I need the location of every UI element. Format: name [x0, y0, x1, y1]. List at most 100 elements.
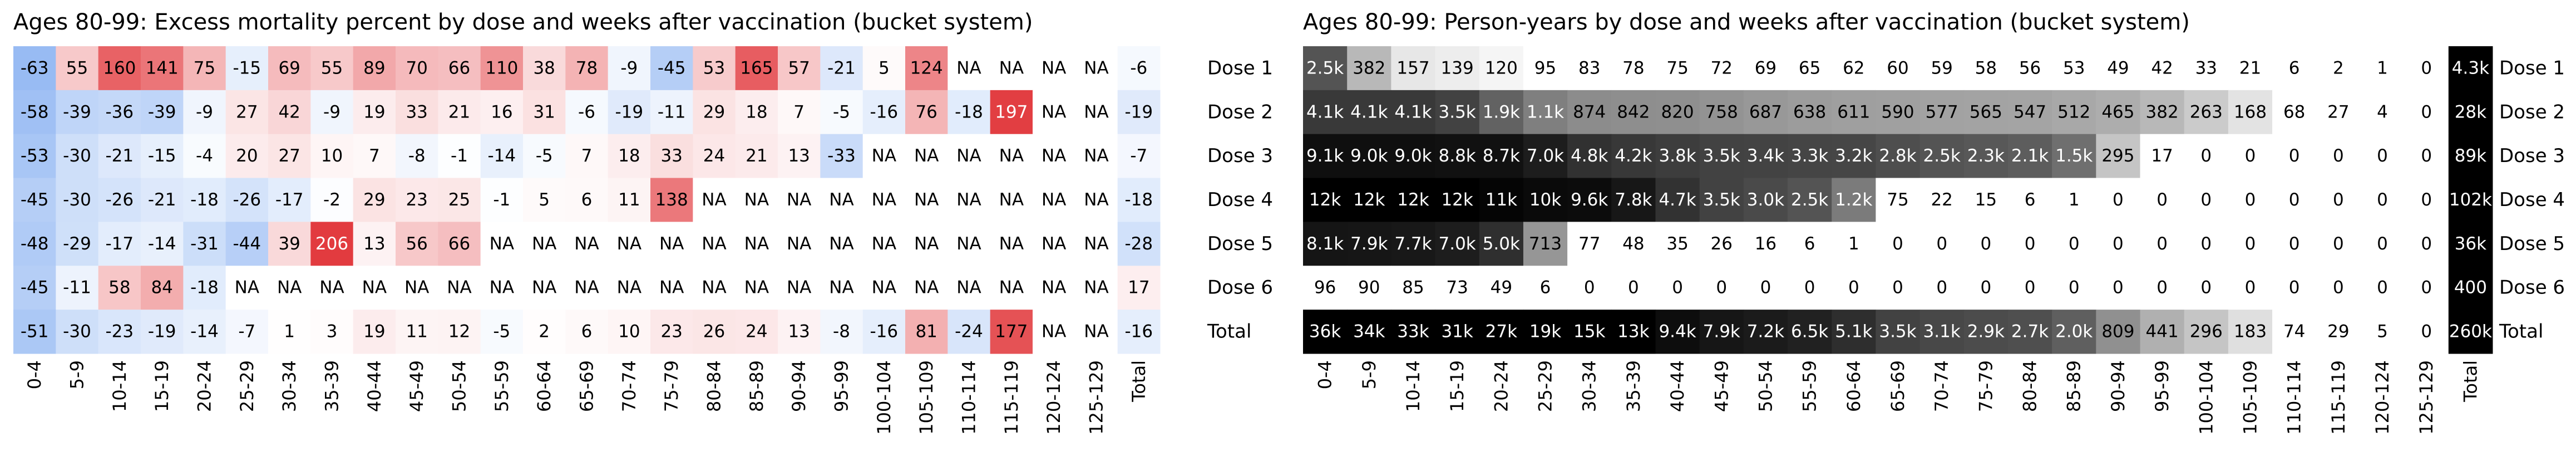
heatmap-cell — [1391, 222, 1436, 266]
heatmap-cell — [608, 134, 651, 179]
cell-label: 4 — [2377, 102, 2388, 122]
cell-label: 29 — [363, 190, 385, 210]
heatmap-cell — [1919, 90, 1965, 135]
cell-label: 21 — [746, 146, 767, 166]
x-tick-label: 0-4 — [24, 360, 45, 389]
cell-label: 7.7k — [1394, 234, 1432, 254]
x-tick-label: 10-14 — [109, 360, 130, 412]
heatmap-cell — [1919, 266, 1965, 310]
cell-label: 11k — [1486, 190, 1517, 210]
heatmap-cell — [1655, 134, 1700, 179]
cell-label: NA — [1042, 234, 1066, 254]
heatmap-cell — [56, 178, 99, 222]
heatmap-cell — [1075, 90, 1118, 135]
cell-label: 6 — [1804, 234, 1815, 254]
heatmap-cell — [905, 178, 948, 222]
heatmap-cell — [990, 266, 1033, 310]
heatmap-cell — [778, 310, 821, 354]
heatmap-cell — [480, 222, 524, 266]
cell-label: 13k — [1617, 322, 1649, 342]
x-tick-label: 95-99 — [831, 360, 852, 412]
heatmap-cell — [735, 222, 778, 266]
cell-label: NA — [787, 234, 811, 254]
cell-label: 2.9k — [1967, 322, 2005, 342]
heatmap-cell — [2272, 178, 2317, 222]
x-tick-label: 60-64 — [1843, 360, 1864, 412]
row-label: Dose 5 — [2499, 233, 2565, 255]
cell-label: NA — [1042, 146, 1066, 166]
row-label: Dose 1 — [2499, 57, 2565, 79]
x-tick-label: 25-29 — [1535, 360, 1556, 412]
cell-label: 56 — [406, 234, 427, 254]
heatmap-cell — [56, 266, 99, 310]
cell-label: -7 — [238, 322, 255, 342]
cell-label: 7.2k — [1747, 322, 1784, 342]
cell-label: 0 — [2377, 146, 2388, 166]
x-tick-label: 105-109 — [916, 360, 937, 435]
heatmap-cell — [353, 222, 396, 266]
heatmap-cell — [990, 222, 1033, 266]
heatmap-cell — [2448, 46, 2493, 91]
cell-label: -11 — [63, 278, 91, 298]
heatmap-cell — [2228, 134, 2273, 179]
heatmap-cell — [56, 90, 99, 135]
heatmap-cell — [650, 266, 693, 310]
cell-label: 16 — [491, 102, 512, 122]
cell-label: NA — [574, 234, 599, 254]
heatmap-cell — [2404, 134, 2449, 179]
cell-label: 89k — [2455, 146, 2486, 166]
cell-label: -16 — [870, 102, 899, 122]
cell-label: -17 — [106, 234, 134, 254]
heatmap-cell — [268, 46, 311, 91]
cell-label: 0 — [2156, 278, 2168, 298]
heatmap-cell — [141, 90, 184, 135]
heatmap-cell — [2140, 266, 2185, 310]
heatmap-cell — [396, 46, 438, 91]
cell-label: 18 — [746, 102, 767, 122]
heatmap-cell — [1963, 90, 2009, 135]
heatmap-cell — [990, 310, 1033, 354]
cell-label: 85 — [1402, 278, 1424, 298]
heatmap-cell — [2448, 266, 2493, 310]
heatmap-cell — [820, 222, 863, 266]
cell-label: -19 — [1125, 102, 1153, 122]
heatmap-cell — [438, 46, 481, 91]
row-label: Dose 2 — [2499, 101, 2565, 123]
cell-label: NA — [787, 190, 811, 210]
heatmap-cell — [1611, 310, 1656, 354]
heatmap-cell — [1303, 222, 1348, 266]
cell-label: 84 — [151, 278, 172, 298]
heatmap-cell — [1435, 310, 1480, 354]
cell-label: 4.7k — [1659, 190, 1696, 210]
cell-label: 0 — [1584, 278, 1595, 298]
heatmap-cell — [1567, 90, 1612, 135]
x-tick-label: 0-4 — [1315, 360, 1336, 389]
cell-label: NA — [404, 278, 429, 298]
cell-label: 8.7k — [1483, 146, 1520, 166]
heatmap-cell — [862, 266, 906, 310]
cell-label: 10 — [321, 146, 343, 166]
heatmap-cell — [1347, 266, 1391, 310]
heatmap-cell — [1033, 222, 1075, 266]
heatmap-cell — [1523, 46, 1568, 91]
cell-label: 0 — [2377, 278, 2388, 298]
heatmap-cell — [2316, 178, 2361, 222]
heatmap-cell — [480, 310, 524, 354]
heatmap-cell — [225, 178, 269, 222]
cell-label: 3.5k — [1703, 146, 1740, 166]
heatmap-cell — [268, 222, 311, 266]
cell-label: -26 — [106, 190, 134, 210]
cell-label: 6 — [2289, 58, 2300, 78]
cell-label: 7 — [581, 146, 593, 166]
cell-label: -23 — [106, 322, 134, 342]
heatmap-cell — [56, 310, 99, 354]
cell-label: 2.7k — [2011, 322, 2049, 342]
heatmap-cell — [735, 90, 778, 135]
x-tick-label: 90-94 — [2108, 360, 2129, 412]
heatmap-cell — [2140, 134, 2185, 179]
heatmap-cell — [990, 134, 1033, 179]
heatmap-cell — [1117, 46, 1161, 91]
cell-label: 6 — [2025, 190, 2036, 210]
cell-label: 1.9k — [1483, 102, 1520, 122]
chart-title: Ages 80-99: Person-years by dose and wee… — [1303, 9, 2190, 35]
